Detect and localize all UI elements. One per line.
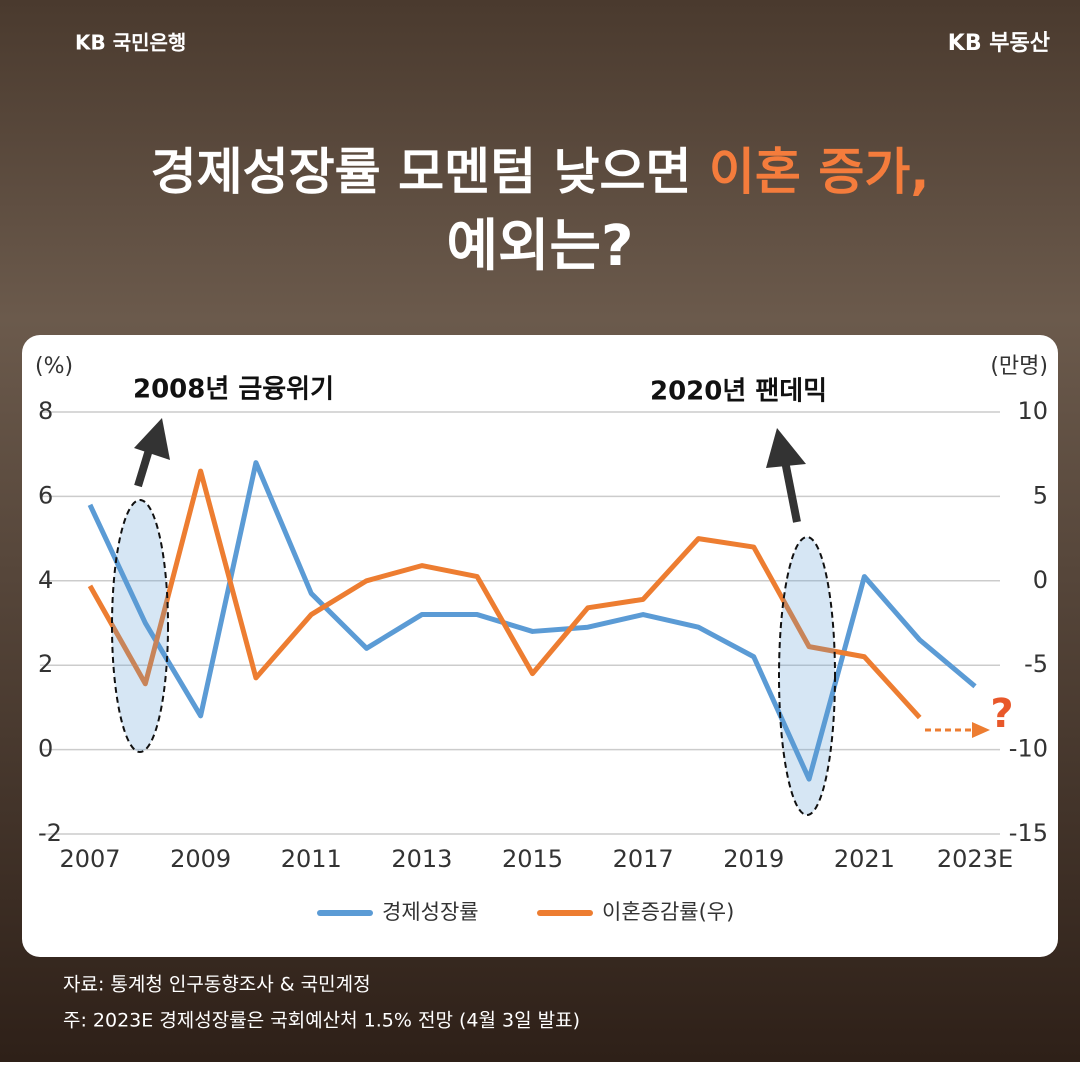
note: 주: 2023E 경제성장률은 국회예산처 1.5% 전망 (4월 3일 발표) xyxy=(63,1010,580,1032)
y-tick-label: 6 xyxy=(38,481,53,509)
x-tick-label: 2019 xyxy=(723,845,784,873)
y2-tick-label: -5 xyxy=(1024,650,1048,678)
brand: KB 부동산 xyxy=(948,31,1050,56)
arrow-head xyxy=(766,428,806,468)
y-tick-label: -2 xyxy=(38,819,62,847)
question-mark: ? xyxy=(990,691,1013,737)
x-tick-label: 2015 xyxy=(502,845,563,873)
series-line xyxy=(87,460,977,782)
series-line xyxy=(87,468,922,720)
y-tick-label: 2 xyxy=(38,650,53,678)
x-tick-label: 2023E xyxy=(937,845,1013,873)
title-highlight: 이혼 증가, xyxy=(709,143,929,201)
x-tick-label: 2011 xyxy=(281,845,342,873)
y2-tick-label: 5 xyxy=(1033,481,1048,509)
source: 자료: 통계청 인구동향조사 & 국민계정 xyxy=(63,974,371,996)
y-tick-label: 4 xyxy=(38,566,53,594)
y2-axis-label: (만명) xyxy=(990,354,1048,379)
x-tick-label: 2017 xyxy=(613,845,674,873)
y2-tick-label: -15 xyxy=(1009,819,1048,847)
plot: -2 0 2 4 6 8 -15 -10 -5 0 5 10 2007 2009 2011 2013 2015 2… xyxy=(38,397,1048,924)
x-tick-label: 2007 xyxy=(59,845,120,873)
title-part: 경제성장률 모멘텀 낮으면 xyxy=(151,143,709,201)
highlight-ellipse xyxy=(778,536,836,816)
highlight-ellipse xyxy=(111,499,169,753)
chart-card xyxy=(22,335,1058,957)
y2-tick-label: -10 xyxy=(1009,735,1048,763)
y-tick-label: 0 xyxy=(38,735,53,763)
arrow-head xyxy=(134,418,170,460)
arrow xyxy=(780,455,801,523)
x-tick-label: 2013 xyxy=(391,845,452,873)
title-line2: 예외는? xyxy=(446,214,633,279)
arrow-head xyxy=(972,722,990,738)
y2-tick-label: 10 xyxy=(1017,397,1048,425)
x-tick-label: 2021 xyxy=(834,845,895,873)
annotation: 2020년 팬데믹 xyxy=(650,377,827,407)
y2-tick-label: 0 xyxy=(1033,566,1048,594)
legend-label: 이혼증감률(우) xyxy=(602,900,734,924)
x-tick-label: 2009 xyxy=(170,845,231,873)
legend-label: 경제성장률 xyxy=(382,900,479,924)
highlights: ? xyxy=(111,418,1014,816)
bank-logo: KB 국민은행 xyxy=(75,31,186,55)
y-tick-label: 8 xyxy=(38,397,53,425)
title: 경제성장률 모멘텀 낮으면 이혼 증가, xyxy=(151,143,930,201)
y-axis-label: (%) xyxy=(35,354,73,379)
annotation: 2008년 금융위기 xyxy=(133,375,334,405)
